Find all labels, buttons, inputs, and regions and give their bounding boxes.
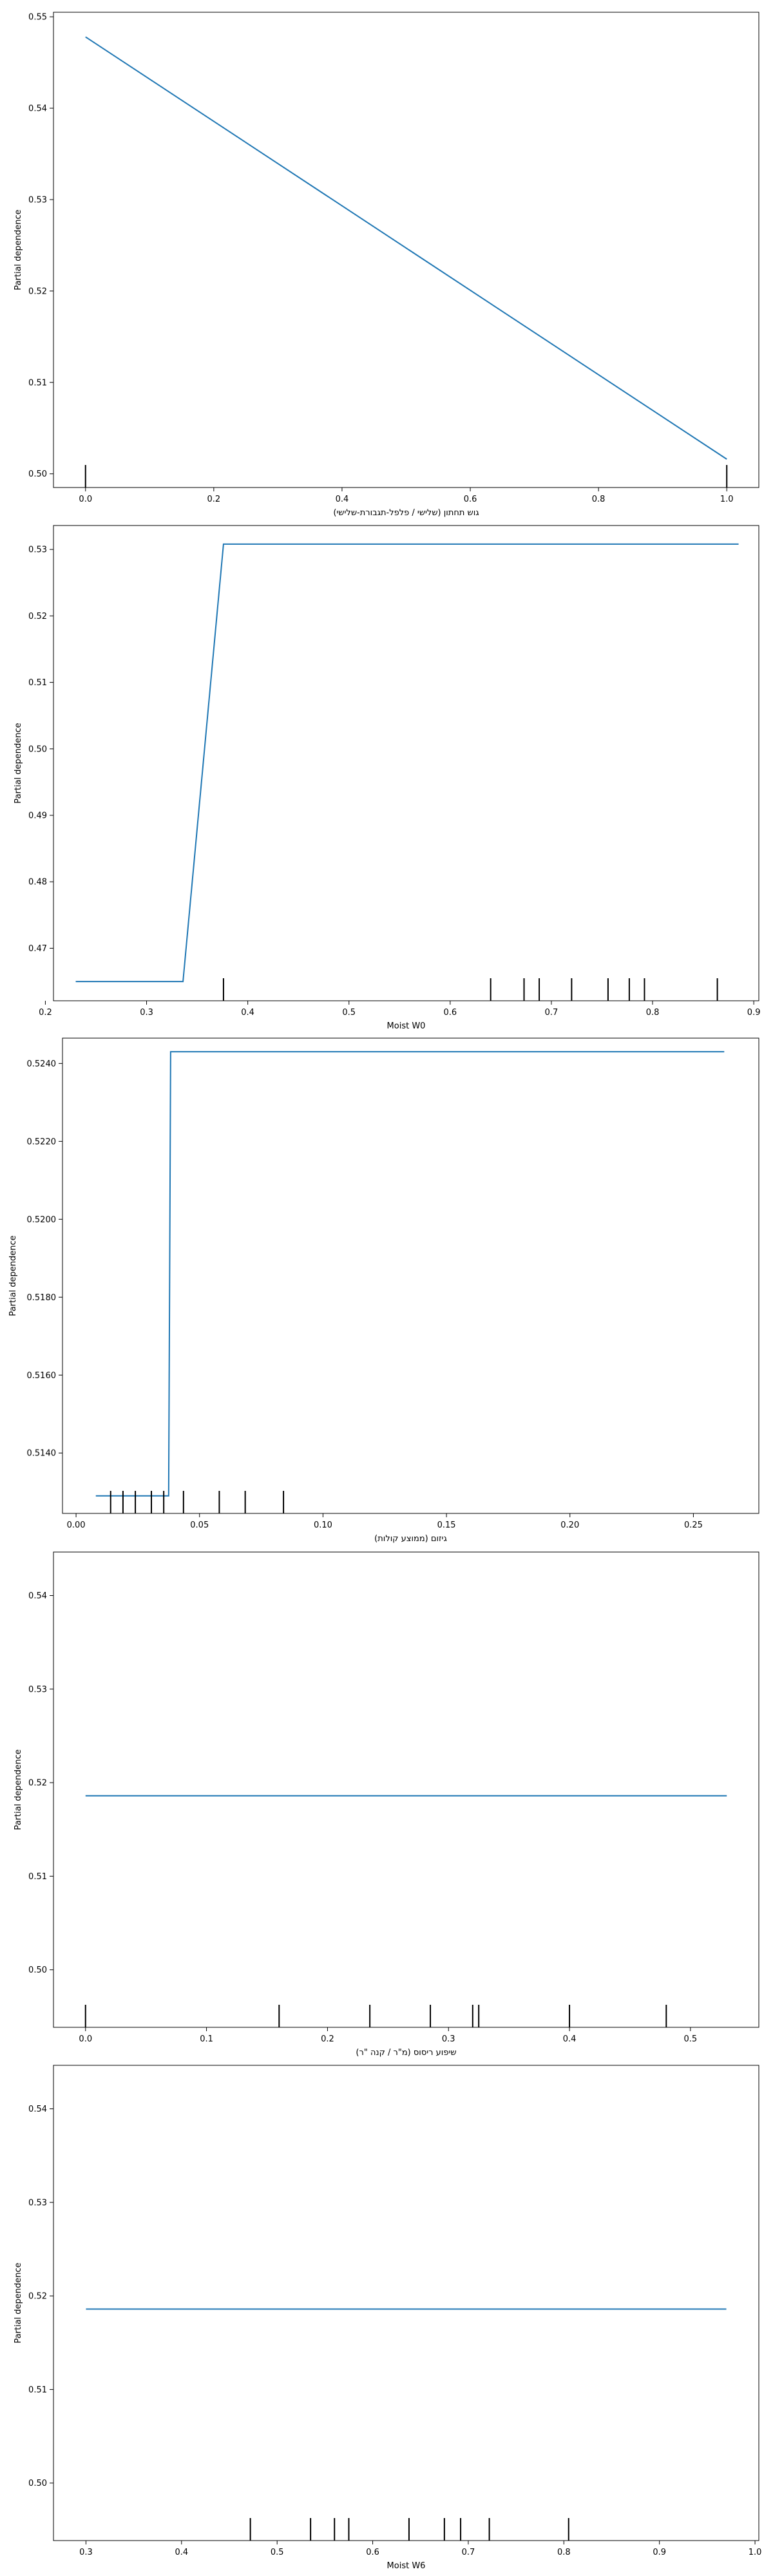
y-tick-label: 0.50 bbox=[28, 1965, 47, 1975]
y-tick-label: 0.5200 bbox=[27, 1215, 57, 1225]
x-axis-label: Moist W0 bbox=[387, 1021, 426, 1031]
y-axis-label: Partial dependence bbox=[14, 1749, 23, 1830]
y-tick-label: 0.52 bbox=[28, 287, 47, 296]
x-tick-label: 0.0 bbox=[79, 2034, 92, 2044]
y-tick-label: 0.5160 bbox=[27, 1371, 57, 1381]
y-tick-label: 0.51 bbox=[28, 378, 47, 388]
y-tick-label: 0.51 bbox=[28, 678, 47, 688]
x-tick-label: 0.00 bbox=[67, 1520, 86, 1530]
axes-frame bbox=[53, 525, 759, 1001]
x-tick-label: 0.3 bbox=[442, 2034, 455, 2044]
x-tick-label: 0.6 bbox=[366, 2548, 379, 2557]
y-tick-label: 0.52 bbox=[28, 2292, 47, 2302]
y-tick-label: 0.53 bbox=[28, 1685, 47, 1694]
y-tick-label: 0.49 bbox=[28, 811, 47, 821]
y-axis-label: Partial dependence bbox=[14, 2262, 23, 2343]
x-tick-label: 0.20 bbox=[560, 1520, 579, 1530]
x-tick-label: 1.0 bbox=[720, 495, 734, 504]
x-tick-label: 0.8 bbox=[592, 495, 606, 504]
x-tick-label: 0.15 bbox=[437, 1520, 456, 1530]
partial-dependence-line bbox=[95, 1051, 725, 1497]
x-tick-label: 0.7 bbox=[545, 1008, 558, 1018]
y-tick-label: 0.53 bbox=[28, 2198, 47, 2208]
chart-panel-2: 0.2 0.3 0.4 0.5 0.6 0.7 0.8 0.9 0.47 0.48 0.49 0.50… bbox=[14, 525, 761, 1031]
x-axis-label: גוש תחתון (שלישי / פלפל-תגבורת-שלישי) bbox=[333, 508, 479, 518]
y-tick-label: 0.47 bbox=[28, 944, 47, 954]
y-tick-label: 0.5240 bbox=[27, 1059, 57, 1069]
y-tick-label: 0.50 bbox=[28, 469, 47, 479]
x-tick-label: 0.6 bbox=[464, 495, 477, 504]
x-tick-label: 0.2 bbox=[39, 1008, 52, 1018]
y-tick-label: 0.53 bbox=[28, 195, 47, 205]
y-tick-label: 0.48 bbox=[28, 878, 47, 887]
x-tick-label: 0.5 bbox=[271, 2548, 284, 2557]
partial-dependence-line bbox=[75, 543, 739, 983]
x-tick-label: 0.05 bbox=[190, 1520, 209, 1530]
chart-panel-1: 0.0 0.2 0.4 0.6 0.8 1.0 0.50 0.51 0.52 0.53 0.54 0.… bbox=[14, 12, 759, 518]
y-tick-label: 0.5220 bbox=[27, 1137, 57, 1147]
x-tick-label: 0.0 bbox=[79, 495, 92, 504]
x-tick-label: 0.5 bbox=[342, 1008, 356, 1018]
x-tick-label: 0.25 bbox=[684, 1520, 703, 1530]
y-tick-label: 0.50 bbox=[28, 744, 47, 754]
x-tick-label: 0.2 bbox=[321, 2034, 334, 2044]
axes-frame bbox=[53, 12, 759, 488]
axes-frame bbox=[53, 2065, 759, 2541]
y-tick-label: 0.50 bbox=[28, 2479, 47, 2488]
x-tick-label: 0.2 bbox=[207, 495, 221, 504]
y-tick-label: 0.54 bbox=[28, 104, 47, 114]
partial-dependence-line bbox=[85, 36, 727, 460]
y-tick-label: 0.52 bbox=[28, 1779, 47, 1788]
y-tick-label: 0.5140 bbox=[27, 1449, 57, 1459]
x-tick-label: 0.4 bbox=[241, 1008, 254, 1018]
x-tick-label: 0.8 bbox=[646, 1008, 660, 1018]
x-tick-label: 0.9 bbox=[653, 2548, 666, 2557]
x-tick-label: 0.5 bbox=[684, 2034, 698, 2044]
x-tick-label: 0.10 bbox=[314, 1520, 332, 1530]
y-tick-label: 0.54 bbox=[28, 1591, 47, 1601]
x-tick-label: 0.3 bbox=[79, 2548, 93, 2557]
y-tick-label: 0.53 bbox=[28, 545, 47, 555]
y-axis-label: Partial dependence bbox=[14, 209, 23, 290]
x-axis-label: שיפוע ריסוס (מ"ר / קנה "ר) bbox=[356, 2048, 456, 2058]
chart-panel-3: 0.00 0.05 0.10 0.15 0.20 0.25 0.5140 0.5160 0.51… bbox=[8, 1037, 759, 1544]
x-tick-label: 0.7 bbox=[462, 2548, 475, 2557]
chart-panel-4: 0.0 0.1 0.2 0.3 0.4 0.5 0.50 0.51 0.52 0.53 0.54 שי… bbox=[14, 1551, 759, 2058]
x-tick-label: 0.4 bbox=[336, 495, 349, 504]
x-tick-label: 0.9 bbox=[747, 1008, 761, 1018]
x-tick-label: 0.8 bbox=[557, 2548, 571, 2557]
x-axis-label: גיזום (ממוצע קולות) bbox=[374, 1534, 447, 1544]
x-tick-label: 0.4 bbox=[563, 2034, 577, 2044]
y-axis-label: Partial dependence bbox=[14, 723, 23, 803]
y-tick-label: 0.55 bbox=[28, 13, 47, 23]
y-tick-label: 0.5180 bbox=[27, 1293, 57, 1303]
x-tick-label: 0.4 bbox=[175, 2548, 188, 2557]
axes-frame bbox=[62, 1037, 759, 1514]
axes-frame bbox=[53, 1551, 759, 2028]
y-tick-label: 0.51 bbox=[28, 2385, 47, 2395]
y-tick-label: 0.52 bbox=[28, 612, 47, 621]
y-tick-label: 0.51 bbox=[28, 1872, 47, 1882]
y-axis-label: Partial dependence bbox=[8, 1235, 18, 1316]
x-axis-label: Moist W6 bbox=[387, 2561, 426, 2571]
x-tick-label: 0.1 bbox=[200, 2034, 213, 2044]
x-tick-label: 0.3 bbox=[140, 1008, 153, 1018]
x-tick-label: 1.0 bbox=[749, 2548, 762, 2557]
y-tick-label: 0.54 bbox=[28, 2105, 47, 2114]
chart-panel-5: 0.3 0.4 0.5 0.6 0.7 0.8 0.9 1.0 0.50 0.51 0.52 0.53… bbox=[14, 2065, 761, 2571]
x-tick-label: 0.6 bbox=[443, 1008, 457, 1018]
